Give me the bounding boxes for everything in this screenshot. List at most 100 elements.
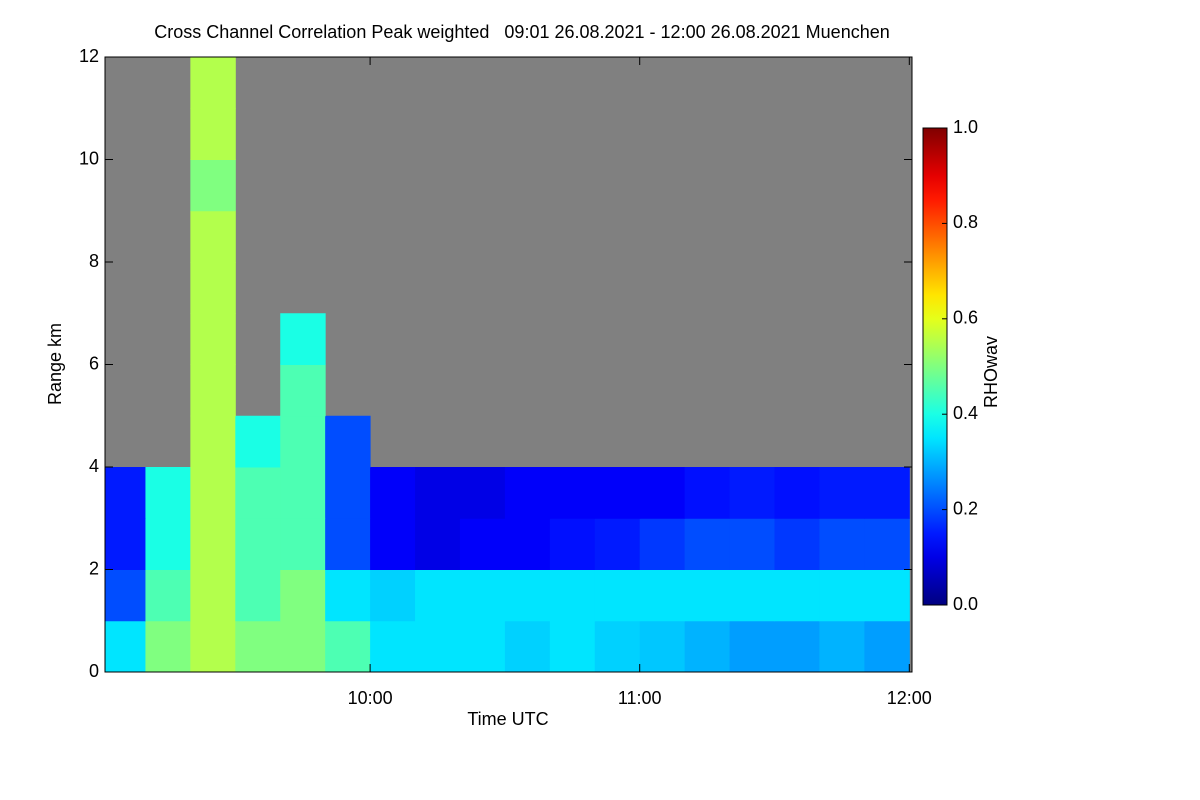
heatmap-cell [459, 467, 506, 519]
colorbar-label: RHOwav [981, 336, 1001, 408]
colorbar-tick-label: 1.0 [953, 117, 978, 137]
heatmap-cell [280, 313, 326, 365]
heatmap-cell [819, 569, 865, 622]
heatmap-cell [639, 518, 686, 570]
y-tick-label: 0 [89, 661, 99, 681]
heatmap-cell [459, 518, 506, 570]
heatmap-cell [504, 518, 551, 570]
heatmap-cell [105, 620, 146, 673]
heatmap-cell [145, 620, 191, 673]
heatmap-cell [864, 467, 910, 519]
heatmap-cell [684, 518, 731, 570]
heatmap-cell [190, 210, 236, 263]
heatmap-cell [190, 313, 236, 365]
heatmap-cell [415, 518, 461, 570]
heatmap-cell [504, 569, 551, 622]
heatmap-cell [819, 467, 865, 519]
heatmap-cell [145, 518, 191, 570]
heatmap-cell [190, 159, 236, 212]
heatmap-cell [280, 569, 326, 622]
heatmap-cell [504, 620, 551, 673]
heatmap-cell [729, 467, 776, 519]
heatmap-cell [145, 467, 191, 519]
heatmap-cell [774, 467, 820, 519]
heatmap-cell [684, 620, 731, 673]
heatmap-cell [594, 518, 641, 570]
y-tick-label: 4 [89, 456, 99, 476]
heatmap-cell [549, 518, 596, 570]
colorbar-tick-label: 0.2 [953, 498, 978, 518]
colorbar-tick-label: 0.4 [953, 403, 978, 423]
heatmap-cell [235, 415, 281, 468]
heatmap-cell [370, 518, 416, 570]
heatmap-cell [190, 364, 236, 417]
heatmap-cell [145, 569, 191, 622]
heatmap-cell [105, 467, 146, 519]
heatmap-cell [190, 620, 236, 673]
heatmap-cell [864, 569, 910, 622]
x-tick-label: 12:00 [887, 688, 932, 708]
y-tick-label: 6 [89, 353, 99, 373]
heatmap-cell [819, 518, 865, 570]
heatmap-cell [370, 467, 416, 519]
y-tick-label: 2 [89, 558, 99, 578]
heatmap-cell [325, 518, 371, 570]
heatmap-cell [325, 569, 371, 622]
heatmap-cell [325, 415, 371, 468]
heatmap-cell [190, 415, 236, 468]
heatmap-cell [729, 518, 776, 570]
heatmap-cell [190, 57, 236, 109]
heatmap-cell [549, 467, 596, 519]
heatmap-cell [504, 467, 551, 519]
heatmap-cell [325, 467, 371, 519]
heatmap-cell [190, 569, 236, 622]
heatmap-cell [325, 620, 371, 673]
heatmap-cell [459, 569, 506, 622]
heatmap-cell [280, 364, 326, 417]
heatmap-cell [415, 569, 461, 622]
heatmap-cell [549, 620, 596, 673]
colorbar-tick-label: 0.6 [953, 308, 978, 328]
y-tick-label: 10 [79, 148, 99, 168]
heatmap-cell [639, 467, 686, 519]
heatmap-cell [864, 620, 910, 673]
heatmap-cell [639, 569, 686, 622]
heatmap-cell [235, 467, 281, 519]
heatmap-cell [774, 569, 820, 622]
heatmap-cell [190, 108, 236, 160]
heatmap-cell [235, 518, 281, 570]
heatmap-cell [594, 620, 641, 673]
heatmap-cell [415, 620, 461, 673]
heatmap-cell [594, 569, 641, 622]
heatmap-cell [370, 569, 416, 622]
heatmap-cell [105, 518, 146, 570]
heatmap-cell [280, 467, 326, 519]
x-tick-label: 11:00 [618, 688, 662, 708]
heatmap-cell [235, 620, 281, 673]
heatmap-cell [639, 620, 686, 673]
heatmap-cell [280, 518, 326, 570]
colorbar-tick-label: 0.0 [953, 594, 978, 614]
heatmap-cell [105, 569, 146, 622]
y-axis-label: Range km [45, 323, 65, 405]
y-tick-label: 8 [89, 251, 99, 271]
y-tick-label: 12 [79, 46, 99, 66]
heatmap-cell [684, 569, 731, 622]
chart-title: Cross Channel Correlation Peak weighted … [154, 22, 890, 42]
heatmap-cell [549, 569, 596, 622]
heatmap-cell [774, 620, 820, 673]
heatmap-cell [864, 518, 910, 570]
heatmap-cell [729, 569, 776, 622]
heatmap-cell [594, 467, 641, 519]
heatmap-cell [190, 262, 236, 314]
x-axis-label: Time UTC [467, 709, 548, 729]
heatmap-cell [819, 620, 865, 673]
x-tick-label: 10:00 [348, 688, 393, 708]
heatmap-cell [235, 569, 281, 622]
heatmap-cell [459, 620, 506, 673]
heatmap-cell [190, 467, 236, 519]
heatmap-cell [729, 620, 776, 673]
colorbar-tick-label: 0.8 [953, 212, 978, 232]
